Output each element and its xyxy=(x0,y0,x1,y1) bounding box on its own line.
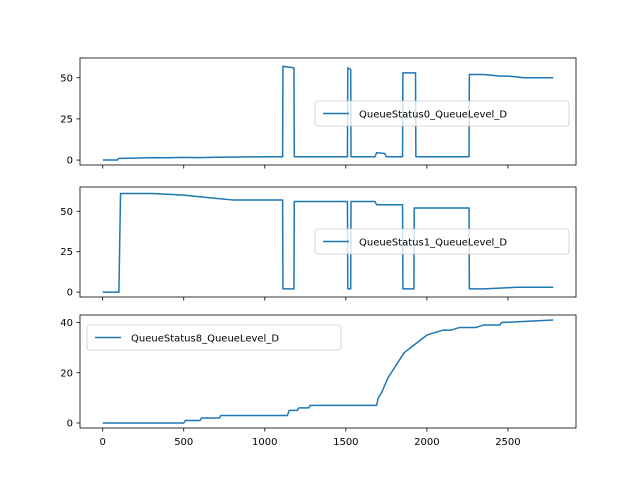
x-tick-label-2-5: 2500 xyxy=(495,437,520,448)
y-tick-label-1-2: 50 xyxy=(60,207,73,218)
x-tick-label-2-1: 500 xyxy=(174,437,193,448)
series-line-2-0 xyxy=(102,319,554,424)
legend-label-1: QueueStatus1_QueueLevel_D xyxy=(359,238,507,249)
subplot-1: 0 25 50 QueueStatus1_QueueLevel_D xyxy=(60,186,577,301)
legend-label-2: QueueStatus8_QueueLevel_D xyxy=(131,334,279,345)
y-tick-label-2-1: 20 xyxy=(60,368,73,379)
x-tick-label-2-3: 1500 xyxy=(333,437,358,448)
legend-box-1 xyxy=(314,228,570,255)
axes-frame-1 xyxy=(79,186,577,298)
legend-2: QueueStatus8_QueueLevel_D xyxy=(86,324,342,351)
legend-1: QueueStatus1_QueueLevel_D xyxy=(314,228,570,255)
y-tick-label-2-2: 40 xyxy=(60,318,73,329)
y-tick-label-2-0: 0 xyxy=(67,418,73,429)
legend-box-0 xyxy=(314,100,570,127)
legend-label-0: QueueStatus0_QueueLevel_D xyxy=(359,110,507,121)
series-line-1-0 xyxy=(102,192,554,293)
subplot-2: 0 500 1000 1500 2000 2500 0 20 40 QueueStatus8_Qu… xyxy=(60,314,577,448)
x-tick-label-2-2: 1000 xyxy=(252,437,277,448)
x-tick-label-2-4: 2000 xyxy=(414,437,439,448)
subplot-0: 0 25 50 QueueStatus0_QueueLevel_D xyxy=(60,57,577,169)
y-tick-label-0-1: 25 xyxy=(60,114,73,125)
series-line-0-0 xyxy=(102,65,554,161)
axes-frame-0 xyxy=(79,57,577,166)
x-tick-label-2-0: 0 xyxy=(100,437,106,448)
y-tick-label-1-0: 0 xyxy=(67,288,73,299)
axes-frame-2 xyxy=(79,314,577,429)
y-tick-label-1-1: 25 xyxy=(60,247,73,258)
y-tick-label-0-2: 50 xyxy=(60,73,73,84)
y-tick-label-0-0: 0 xyxy=(67,156,73,167)
subplots: 0 25 50 QueueStatus0_QueueLevel_D 0 25 50 Queue… xyxy=(60,57,577,448)
legend-box-2 xyxy=(86,324,342,351)
legend-0: QueueStatus0_QueueLevel_D xyxy=(314,100,570,127)
